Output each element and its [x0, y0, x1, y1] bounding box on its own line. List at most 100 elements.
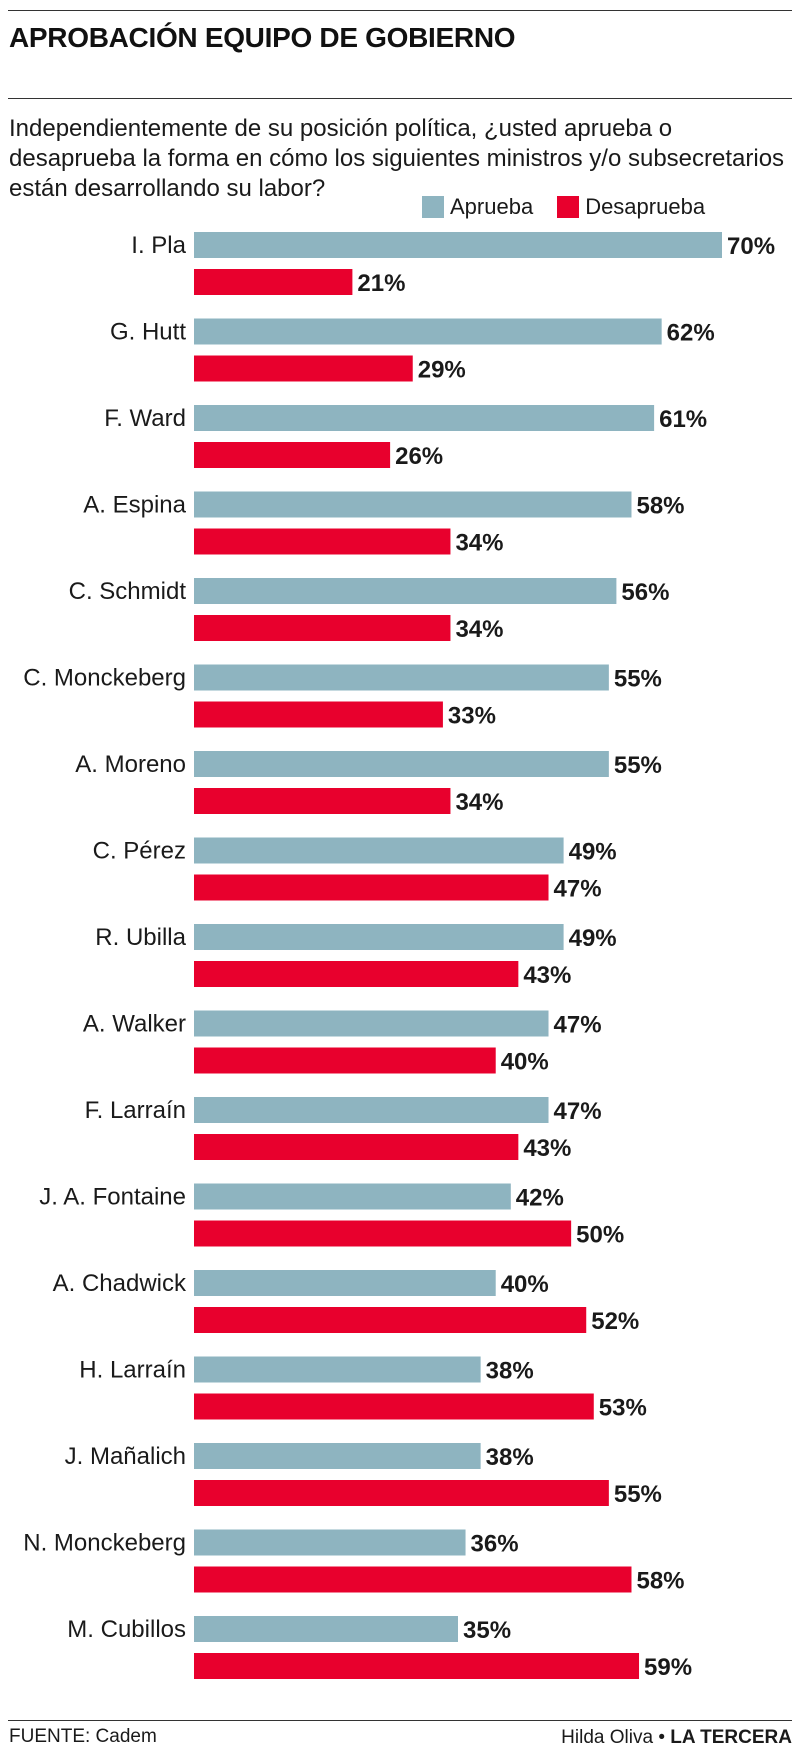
value-label-disapprove-c-perez: 47%	[554, 876, 602, 903]
value-label-disapprove-f-larrain: 43%	[523, 1135, 571, 1162]
legend-label-approve: Aprueba	[450, 194, 534, 219]
bar-approve-n-monckeberg	[194, 1529, 466, 1556]
bar-approve-f-larrain	[194, 1097, 549, 1123]
brand-name: LA TERCERA	[670, 1727, 792, 1748]
category-label-h-larrain: H. Larraín	[79, 1357, 186, 1384]
bar-disapprove-r-ubilla	[194, 961, 519, 987]
value-label-disapprove-a-chadwick: 52%	[591, 1308, 639, 1335]
category-label-c-monckeberg: C. Monckeberg	[23, 665, 186, 692]
value-label-approve-j-a-fontaine: 42%	[516, 1185, 564, 1212]
legend-item-disapprove: Desaprueba	[557, 194, 705, 220]
survey-question: Independientemente de su posición políti…	[9, 115, 785, 202]
category-label-j-manalich: J. Mañalich	[65, 1443, 186, 1470]
bar-approve-j-a-fontaine	[194, 1183, 511, 1210]
value-label-disapprove-g-hutt: 29%	[418, 357, 466, 384]
value-label-approve-a-chadwick: 40%	[501, 1271, 549, 1298]
bar-approve-i-pla	[194, 232, 722, 258]
value-label-disapprove-f-ward: 26%	[395, 443, 443, 470]
category-label-a-espina: A. Espina	[83, 492, 186, 519]
value-label-disapprove-j-manalich: 55%	[614, 1481, 662, 1508]
legend: Aprueba Desaprueba	[422, 194, 729, 220]
value-label-approve-j-manalich: 38%	[486, 1444, 534, 1471]
value-label-disapprove-a-espina: 34%	[455, 530, 503, 557]
bar-disapprove-j-a-fontaine	[194, 1220, 572, 1247]
bar-disapprove-m-cubillos	[194, 1653, 640, 1679]
category-label-j-a-fontaine: J. A. Fontaine	[39, 1184, 186, 1211]
value-label-disapprove-a-moreno: 34%	[455, 789, 503, 816]
category-label-r-ubilla: R. Ubilla	[95, 924, 186, 951]
bar-approve-a-walker	[194, 1010, 549, 1037]
category-label-c-schmidt: C. Schmidt	[69, 578, 187, 605]
value-label-disapprove-n-monckeberg: 58%	[636, 1568, 684, 1595]
bar-approve-c-perez	[194, 837, 564, 864]
value-label-disapprove-c-monckeberg: 33%	[448, 703, 496, 730]
bar-disapprove-a-espina	[194, 528, 451, 555]
bar-disapprove-c-schmidt	[194, 615, 451, 641]
bar-approve-a-chadwick	[194, 1270, 496, 1296]
bar-disapprove-c-perez	[194, 874, 549, 901]
bar-disapprove-j-manalich	[194, 1480, 609, 1506]
bar-approve-a-moreno	[194, 751, 609, 777]
category-label-m-cubillos: M. Cubillos	[67, 1616, 186, 1643]
bar-disapprove-h-larrain	[194, 1393, 594, 1420]
bar-approve-g-hutt	[194, 318, 662, 345]
value-label-disapprove-i-pla: 21%	[357, 270, 405, 297]
value-label-disapprove-m-cubillos: 59%	[644, 1654, 692, 1681]
value-label-disapprove-j-a-fontaine: 50%	[576, 1222, 624, 1249]
bottom-rule	[8, 1720, 792, 1721]
value-label-disapprove-h-larrain: 53%	[599, 1395, 647, 1422]
value-label-approve-g-hutt: 62%	[667, 320, 715, 347]
value-label-approve-r-ubilla: 49%	[569, 925, 617, 952]
category-label-a-moreno: A. Moreno	[75, 751, 186, 778]
bar-approve-r-ubilla	[194, 924, 564, 950]
legend-swatch-disapprove	[557, 196, 580, 218]
bar-approve-h-larrain	[194, 1356, 481, 1383]
bar-approve-c-monckeberg	[194, 664, 609, 691]
value-label-approve-a-espina: 58%	[636, 493, 684, 520]
title-rule	[8, 98, 792, 99]
value-label-disapprove-c-schmidt: 34%	[455, 616, 503, 643]
chart-title: APROBACIÓN EQUIPO DE GOBIERNO	[9, 22, 516, 53]
credit: Hilda Oliva • LA TERCERA	[561, 1727, 792, 1749]
author-name: Hilda Oliva	[561, 1727, 654, 1748]
bar-approve-j-manalich	[194, 1443, 481, 1469]
bar-disapprove-i-pla	[194, 269, 353, 295]
value-label-disapprove-a-walker: 40%	[501, 1049, 549, 1076]
bar-disapprove-n-monckeberg	[194, 1566, 632, 1593]
bar-disapprove-g-hutt	[194, 355, 413, 382]
bar-disapprove-c-monckeberg	[194, 701, 443, 728]
bar-approve-m-cubillos	[194, 1616, 458, 1642]
category-label-n-monckeberg: N. Monckeberg	[23, 1530, 186, 1557]
category-label-c-perez: C. Pérez	[93, 838, 186, 865]
value-label-approve-c-perez: 49%	[569, 839, 617, 866]
legend-label-disapprove: Desaprueba	[585, 194, 706, 219]
value-label-approve-f-larrain: 47%	[554, 1098, 602, 1125]
bar-approve-a-espina	[194, 491, 632, 518]
bar-approve-f-ward	[194, 405, 655, 431]
category-label-a-walker: A. Walker	[83, 1011, 186, 1038]
value-label-disapprove-r-ubilla: 43%	[523, 962, 571, 989]
category-label-a-chadwick: A. Chadwick	[53, 1270, 187, 1297]
value-label-approve-h-larrain: 38%	[486, 1358, 534, 1385]
value-label-approve-a-moreno: 55%	[614, 752, 662, 779]
value-label-approve-m-cubillos: 35%	[463, 1617, 511, 1644]
source-note: FUENTE: Cadem	[9, 1726, 157, 1747]
credit-separator: •	[658, 1727, 665, 1748]
bar-disapprove-f-larrain	[194, 1134, 519, 1160]
bar-disapprove-f-ward	[194, 442, 391, 468]
category-label-g-hutt: G. Hutt	[110, 319, 186, 346]
top-rule	[8, 10, 792, 11]
legend-swatch-approve	[422, 196, 444, 218]
value-label-approve-n-monckeberg: 36%	[471, 1531, 519, 1558]
value-label-approve-f-ward: 61%	[659, 406, 707, 433]
value-label-approve-a-walker: 47%	[554, 1012, 602, 1039]
bar-disapprove-a-walker	[194, 1047, 496, 1074]
bar-disapprove-a-moreno	[194, 788, 451, 814]
category-label-i-pla: I. Pla	[131, 232, 186, 259]
bar-approve-c-schmidt	[194, 578, 617, 604]
value-label-approve-i-pla: 70%	[727, 233, 775, 260]
category-label-f-larrain: F. Larraín	[85, 1097, 186, 1124]
value-label-approve-c-monckeberg: 55%	[614, 666, 662, 693]
bar-disapprove-a-chadwick	[194, 1307, 587, 1333]
